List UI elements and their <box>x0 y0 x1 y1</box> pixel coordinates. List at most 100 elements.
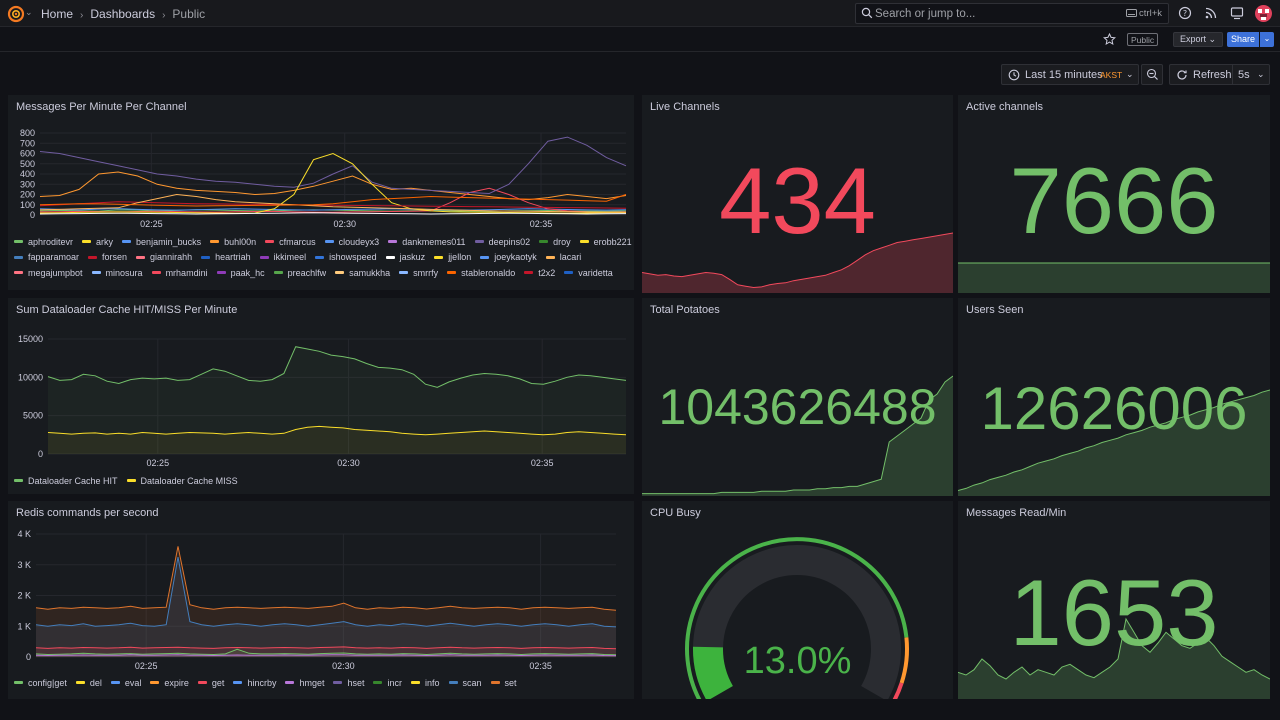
legend-item[interactable]: droy <box>539 237 571 247</box>
sparkline-area <box>958 619 1270 699</box>
star-icon[interactable] <box>1103 33 1116 46</box>
legend-label: samukkha <box>349 267 391 278</box>
chevron-down-icon[interactable]: ⌄ <box>25 7 33 17</box>
search-input[interactable]: Search or jump to... ctrl+k <box>855 3 1169 24</box>
zoom-out-button[interactable] <box>1141 64 1163 85</box>
stat-value: 1043626488 <box>658 379 937 435</box>
legend-item[interactable]: Dataloader Cache MISS <box>126 476 238 486</box>
panel-title: Messages Read/Min <box>966 507 1067 519</box>
legend-item[interactable]: hset <box>333 678 364 688</box>
gauge-track <box>693 545 901 699</box>
help-icon[interactable]: ? <box>1178 6 1192 20</box>
legend-item[interactable]: samukkha <box>335 268 390 278</box>
grafana-logo-icon[interactable] <box>7 5 25 23</box>
legend-swatch <box>14 255 23 259</box>
chevron-down-icon: ⌄ <box>1208 34 1217 44</box>
y-tick-label: 4 K <box>17 529 31 539</box>
time-range-label: Last 15 minutes <box>1025 69 1103 81</box>
breadcrumb-home[interactable]: Home <box>41 7 74 21</box>
gauge-threshold-band <box>899 637 909 684</box>
legend-item[interactable]: megajumpbot <box>14 268 83 278</box>
legend-item[interactable]: incr <box>373 678 402 688</box>
legend-item[interactable]: get <box>197 678 224 688</box>
refresh-interval-picker[interactable]: 5s ⌄ <box>1233 64 1270 85</box>
legend-item[interactable]: config|get <box>14 678 67 688</box>
legend-item[interactable]: scan <box>448 678 482 688</box>
legend-item[interactable]: giannirahh <box>136 252 192 262</box>
legend-item[interactable]: benjamin_bucks <box>122 237 201 247</box>
legend-item[interactable]: eval <box>110 677 142 688</box>
legend-item[interactable]: set <box>490 678 517 688</box>
legend-item[interactable]: expire <box>150 678 189 688</box>
legend-swatch <box>14 681 23 685</box>
legend-item[interactable]: varidetta <box>564 268 613 278</box>
series-line <box>39 171 627 201</box>
panel-title: Redis commands per second <box>16 507 159 519</box>
legend-item[interactable]: joeykaotyk <box>480 252 537 262</box>
legend-item[interactable]: cloudeyx3 <box>324 237 379 247</box>
legend-item[interactable]: buhl00n <box>210 237 256 247</box>
time-range-picker[interactable]: Last 15 minutes AKST ⌄ <box>1001 64 1139 85</box>
legend-item[interactable]: fapparamoar <box>14 252 79 262</box>
export-button[interactable]: Export ⌄ <box>1173 32 1224 47</box>
avatar[interactable] <box>1255 5 1272 22</box>
legend-item[interactable]: paak_hc <box>216 268 265 278</box>
series-line <box>39 136 627 195</box>
legend-item[interactable]: jjellon <box>434 252 471 262</box>
refresh-button[interactable]: Refresh <box>1169 64 1233 85</box>
legend-item[interactable]: mrhamdini <box>151 268 208 278</box>
y-tick-label: 700 <box>20 138 35 148</box>
total-potatoes-sparkline <box>642 375 953 496</box>
legend-item[interactable]: dankmemes011 <box>388 237 466 247</box>
legend-item[interactable]: ikkimeel <box>259 252 306 262</box>
legend-item[interactable]: minosura <box>91 268 143 278</box>
redis-area-chart[interactable]: 0 1 K 2 K 3 K 4 K 02:25 02:30 02:35 <box>8 501 634 699</box>
legend-swatch <box>447 271 457 275</box>
y-tick-label: 0 <box>26 652 31 662</box>
legend-swatch <box>524 271 534 275</box>
legend-label: t2x2 <box>538 267 556 278</box>
legend-label: benjamin_bucks <box>136 236 202 247</box>
legend-item[interactable]: smrrfy <box>399 268 438 278</box>
cache-line-chart[interactable]: 0 5000 10000 15000 02:25 02:30 02:35 <box>8 298 634 494</box>
panel-users-seen: Users Seen 12626006 <box>958 298 1270 496</box>
legend-label: eval <box>124 677 142 688</box>
legend-swatch <box>233 681 243 685</box>
sparkline-area <box>642 376 953 496</box>
legend-item[interactable]: forsen <box>88 252 127 262</box>
legend-item[interactable]: hincrby <box>233 678 276 688</box>
legend-item[interactable]: hmget <box>285 678 324 688</box>
legend-item[interactable]: stableronaldo <box>447 268 515 278</box>
chevron-down-icon: ⌄ <box>1126 69 1134 79</box>
legend-item[interactable]: del <box>75 678 102 688</box>
legend-item[interactable]: aphroditevr <box>14 237 73 247</box>
legend-item[interactable]: cfmarcus <box>265 237 316 247</box>
share-options-button[interactable]: ⌄ <box>1260 32 1274 47</box>
legend-label: jaskuz <box>399 252 426 263</box>
legend-item[interactable]: t2x2 <box>524 268 555 278</box>
legend-item[interactable]: heartriah <box>201 252 251 262</box>
chart-legend: Dataloader Cache HIT Dataloader Cache MIS… <box>14 473 247 489</box>
legend-item[interactable]: erobb221 <box>579 237 632 247</box>
legend-item[interactable]: lacari <box>545 252 581 262</box>
legend-item[interactable]: arky <box>82 237 113 247</box>
kiosk-icon[interactable] <box>1230 6 1244 20</box>
legend-item[interactable]: info <box>411 678 440 688</box>
live-channels-sparkline <box>642 232 953 293</box>
legend-item[interactable]: jaskuz <box>385 252 426 263</box>
news-feed-icon[interactable] <box>1204 6 1218 20</box>
share-button[interactable]: Share <box>1227 32 1259 47</box>
refresh-icon <box>1177 70 1187 80</box>
dashboard-toolbar: Public Export ⌄ Share ⌄ <box>0 28 1280 52</box>
legend-item[interactable]: preachlfw <box>273 268 326 278</box>
breadcrumb-current: Public <box>172 7 206 21</box>
top-nav: ⌄ Home › Dashboards › Public Search or jump … <box>0 0 1280 27</box>
legend-item[interactable]: ishowspeed <box>315 252 377 262</box>
legend-label: buhl00n <box>224 236 257 247</box>
legend-swatch <box>411 681 420 685</box>
breadcrumb-dashboards[interactable]: Dashboards <box>90 7 156 21</box>
y-tick-label: 0 <box>30 210 35 220</box>
legend-item[interactable]: deepins02 <box>474 237 530 247</box>
legend-item[interactable]: Dataloader Cache HIT <box>14 476 118 486</box>
